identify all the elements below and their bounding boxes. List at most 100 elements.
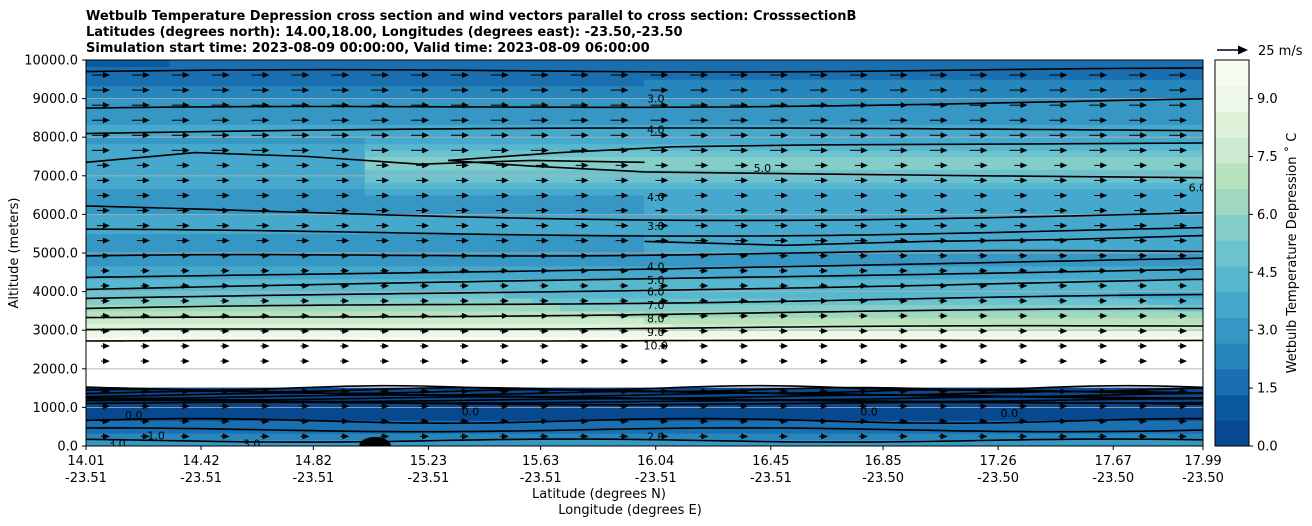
wind-arrow-head — [102, 327, 110, 334]
wind-arrow-head — [940, 297, 948, 304]
colorbar-segment — [1215, 60, 1249, 87]
wind-arrow-head — [1180, 72, 1188, 79]
contour-fill-cell — [1118, 284, 1148, 293]
contour-fill-cell — [755, 329, 785, 338]
contour-fill-cell — [839, 297, 869, 305]
contour-fill-cell — [504, 278, 534, 286]
contour-fill-cell — [1174, 123, 1203, 132]
contour-label: 3.0 — [647, 93, 665, 106]
contour-fill-cell — [923, 265, 953, 273]
contour-fill-cell — [1174, 162, 1203, 170]
wind-arrow-head — [900, 207, 908, 214]
contour-fill-cell — [755, 394, 785, 402]
contour-fill-cell — [783, 149, 813, 157]
contour-fill-cell — [1034, 413, 1064, 421]
contour-fill-cell — [476, 336, 506, 344]
contour-fill-cell — [1062, 85, 1092, 93]
contour-fill-cell — [113, 239, 143, 248]
wind-arrow-head — [461, 162, 469, 169]
wind-arrow-head — [661, 327, 669, 334]
contour-fill-cell — [280, 149, 310, 157]
contour-fill-cell — [923, 98, 953, 106]
contour-fill-cell — [560, 78, 590, 87]
contour-fill-cell — [141, 98, 171, 106]
contour-fill-cell — [588, 110, 618, 119]
wind-arrow-head — [980, 162, 988, 169]
contour-fill-cell — [588, 136, 618, 145]
wind-arrow-head — [781, 327, 789, 334]
contour-fill-cell — [113, 297, 143, 305]
wind-arrow-head — [1180, 207, 1188, 214]
contour-fill-cell — [113, 136, 143, 145]
contour-fill-cell — [727, 278, 757, 286]
wind-arrow-head — [461, 117, 469, 124]
wind-arrow-head — [821, 418, 829, 425]
contour-fill-cell — [923, 194, 953, 203]
contour-fill-cell — [1118, 162, 1148, 170]
contour-fill-cell — [392, 329, 422, 338]
wind-arrow-head — [461, 343, 469, 350]
contour-fill-cell — [225, 117, 255, 125]
contour-fill-cell — [1090, 246, 1120, 254]
contour-fill-cell — [755, 168, 785, 177]
contour-fill-cell — [699, 258, 729, 267]
contour-fill-cell — [308, 252, 338, 260]
contour-fill-cell — [671, 323, 701, 331]
contour-fill-cell — [253, 239, 282, 248]
contour-fill-cell — [420, 201, 450, 209]
contour-fill-cell — [225, 162, 255, 170]
wind-arrow-head — [900, 222, 908, 229]
wind-arrow-head — [302, 237, 310, 244]
contour-fill-cell — [1174, 175, 1203, 183]
wind-arrow-head — [581, 252, 589, 259]
contour-fill-cell — [671, 439, 701, 446]
wind-arrow-head — [262, 177, 270, 184]
contour-fill-cell — [308, 323, 338, 331]
contour-fill-cell — [755, 439, 785, 446]
contour-fill-cell — [197, 419, 227, 428]
wind-arrow-head — [940, 343, 948, 350]
contour-fill-cell — [839, 278, 869, 286]
contour-fill-cell — [448, 143, 478, 151]
wind-arrow-head — [142, 282, 150, 289]
contour-fill-cell — [532, 265, 562, 273]
wind-arrow-head — [900, 252, 908, 259]
contour-fill-cell — [951, 78, 981, 87]
colorbar-tick-label: 4.5 — [1257, 266, 1278, 281]
x-tick-label-lon: -23.50 — [1092, 471, 1134, 486]
contour-fill-cell — [560, 265, 590, 273]
contour-fill-cell — [755, 432, 785, 441]
contour-fill-cell — [1034, 310, 1064, 318]
wind-arrow-head — [701, 162, 709, 169]
contour-fill-cell — [1034, 233, 1064, 241]
contour-fill-cell — [979, 316, 1009, 325]
wind-arrow-head — [382, 327, 390, 334]
wind-arrow-head — [422, 162, 430, 169]
contour-fill-cell — [811, 98, 841, 106]
contour-fill-cell — [364, 291, 394, 299]
contour-fill-cell — [113, 78, 143, 87]
contour-fill-cell — [448, 168, 478, 177]
wind-arrow-head — [621, 267, 629, 274]
contour-fill-cell — [979, 284, 1009, 293]
wind-arrow-head — [142, 403, 150, 410]
contour-fill-cell — [476, 258, 506, 267]
wind-arrow-head — [1100, 132, 1108, 139]
contour-fill-cell — [867, 394, 897, 402]
contour-fill-cell — [671, 117, 701, 125]
wind-arrow-head — [1100, 403, 1108, 410]
contour-fill-cell — [727, 226, 757, 235]
wind-arrow-head — [182, 252, 190, 259]
contour-fill-cell — [169, 336, 199, 344]
contour-fill-cell — [1174, 316, 1203, 325]
contour-fill-cell — [671, 60, 701, 67]
wind-arrow-head — [980, 297, 988, 304]
contour-fill-cell — [1174, 310, 1203, 318]
contour-fill-cell — [867, 284, 897, 293]
wind-arrow-head — [661, 282, 669, 289]
contour-fill-cell — [308, 394, 338, 402]
contour-fill-cell — [839, 143, 869, 151]
contour-fill-cell — [560, 168, 590, 177]
wind-arrow-head — [701, 237, 709, 244]
wind-arrow-head — [940, 192, 948, 199]
